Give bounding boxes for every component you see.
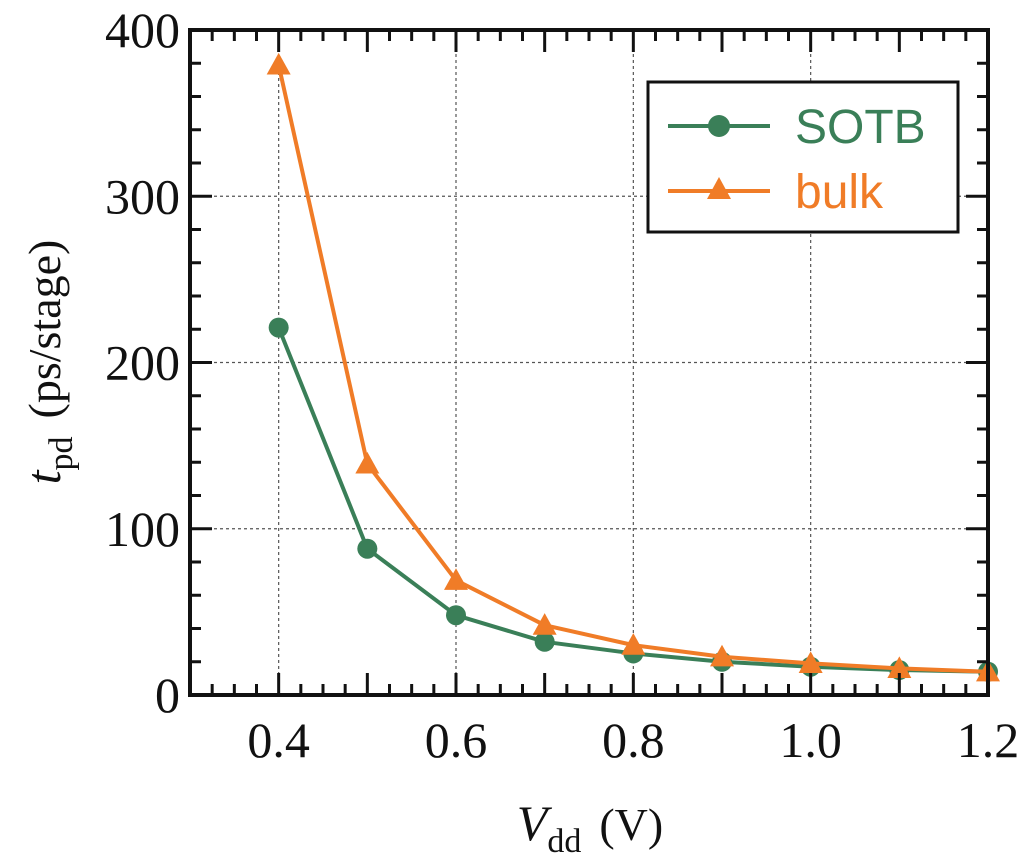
x-tick-label: 1.0 <box>779 712 842 768</box>
data-point-bulk <box>621 633 646 655</box>
x-axis-unit: (V) <box>599 799 663 850</box>
tick-labels: 0.4 0.6 0.8 1.0 1.2 0 100 200 300 400 <box>105 2 1019 768</box>
legend-label-sotb: SOTB <box>795 101 926 154</box>
data-point-sotb <box>534 631 555 652</box>
data-point-sotb <box>357 538 378 559</box>
y-axis-subscript: pd <box>43 436 80 470</box>
y-tick-label: 100 <box>105 501 180 557</box>
x-axis-label: Vdd (V) <box>517 795 663 857</box>
data-point-bulk <box>887 656 912 678</box>
legend-marker-sotb <box>708 115 730 137</box>
legend: SOTB bulk <box>646 80 960 234</box>
x-tick-label: 0.6 <box>425 712 488 768</box>
legend-label-bulk: bulk <box>795 166 884 219</box>
series-layer <box>266 52 1000 682</box>
axis-ticks <box>188 28 990 697</box>
data-point-bulk <box>444 568 468 590</box>
x-tick-label: 0.8 <box>602 712 665 768</box>
y-axis-label: tpd (ps/stage) <box>15 240 80 485</box>
y-tick-label: 300 <box>105 168 180 224</box>
legend-box <box>646 80 960 234</box>
x-axis-symbol: V <box>517 795 553 851</box>
data-point-bulk <box>710 644 734 667</box>
data-point-sotb <box>446 605 466 626</box>
data-point-bulk <box>355 451 380 474</box>
legend-marker-bulk <box>707 177 731 199</box>
data-point-sotb <box>268 317 289 338</box>
data-point-bulk <box>266 52 291 75</box>
x-axis-subscript: dd <box>547 823 581 857</box>
data-point-bulk <box>532 613 557 635</box>
y-tick-label: 400 <box>105 2 180 58</box>
y-axis-symbol: t <box>15 469 71 484</box>
y-axis-unit: (ps/stage) <box>19 240 70 419</box>
data-point-bulk <box>798 651 823 674</box>
x-tick-label: 1.2 <box>957 712 1020 768</box>
series-bulk <box>266 52 1000 682</box>
y-tick-label: 0 <box>155 667 180 723</box>
x-tick-label: 0.4 <box>247 712 310 768</box>
y-tick-label: 200 <box>105 335 180 391</box>
